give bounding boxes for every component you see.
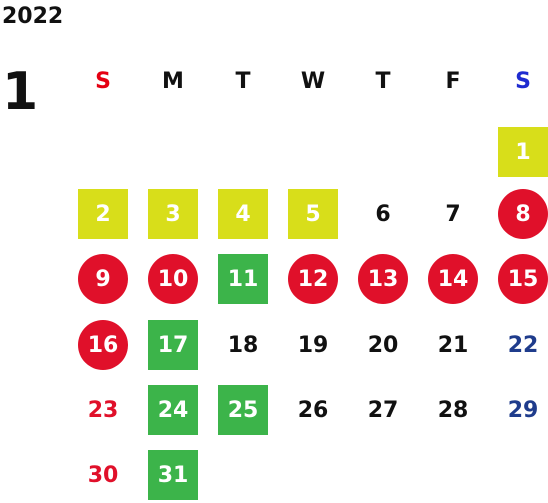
- weekday-header-wed: W: [300, 68, 326, 94]
- day-cell-25[interactable]: 25: [218, 385, 268, 435]
- day-cell-29[interactable]: 29: [507, 397, 539, 423]
- day-cell-12[interactable]: 12: [288, 254, 338, 304]
- day-cell-26[interactable]: 26: [297, 397, 329, 423]
- day-cell-9[interactable]: 9: [78, 254, 128, 304]
- weekday-header-fri: F: [445, 68, 461, 94]
- day-cell-7[interactable]: 7: [445, 201, 461, 227]
- day-cell-1[interactable]: 1: [498, 127, 548, 177]
- day-cell-17[interactable]: 17: [148, 320, 198, 370]
- weekday-header-mon: M: [162, 68, 184, 94]
- day-cell-3[interactable]: 3: [148, 189, 198, 239]
- day-cell-21[interactable]: 21: [437, 332, 469, 358]
- day-cell-28[interactable]: 28: [437, 397, 469, 423]
- day-cell-31[interactable]: 31: [148, 450, 198, 500]
- day-cell-14[interactable]: 14: [428, 254, 478, 304]
- day-cell-6[interactable]: 6: [375, 201, 391, 227]
- day-cell-16[interactable]: 16: [78, 320, 128, 370]
- weekday-header-sun: S: [95, 68, 111, 94]
- day-cell-13[interactable]: 13: [358, 254, 408, 304]
- day-cell-23[interactable]: 23: [87, 397, 119, 423]
- weekday-header-thu: T: [375, 68, 391, 94]
- day-cell-5[interactable]: 5: [288, 189, 338, 239]
- day-cell-30[interactable]: 30: [87, 462, 119, 488]
- day-cell-27[interactable]: 27: [367, 397, 399, 423]
- weekday-header-tue: T: [235, 68, 251, 94]
- calendar-month: 1: [2, 62, 39, 122]
- day-cell-20[interactable]: 20: [367, 332, 399, 358]
- day-cell-24[interactable]: 24: [148, 385, 198, 435]
- weekday-header-sat: S: [515, 68, 531, 94]
- day-cell-18[interactable]: 18: [227, 332, 259, 358]
- day-cell-15[interactable]: 15: [498, 254, 548, 304]
- day-cell-8[interactable]: 8: [498, 189, 548, 239]
- calendar-year: 2022: [2, 4, 64, 29]
- day-cell-4[interactable]: 4: [218, 189, 268, 239]
- day-cell-22[interactable]: 22: [507, 332, 539, 358]
- day-cell-19[interactable]: 19: [297, 332, 329, 358]
- day-cell-2[interactable]: 2: [78, 189, 128, 239]
- day-cell-10[interactable]: 10: [148, 254, 198, 304]
- day-cell-11[interactable]: 11: [218, 254, 268, 304]
